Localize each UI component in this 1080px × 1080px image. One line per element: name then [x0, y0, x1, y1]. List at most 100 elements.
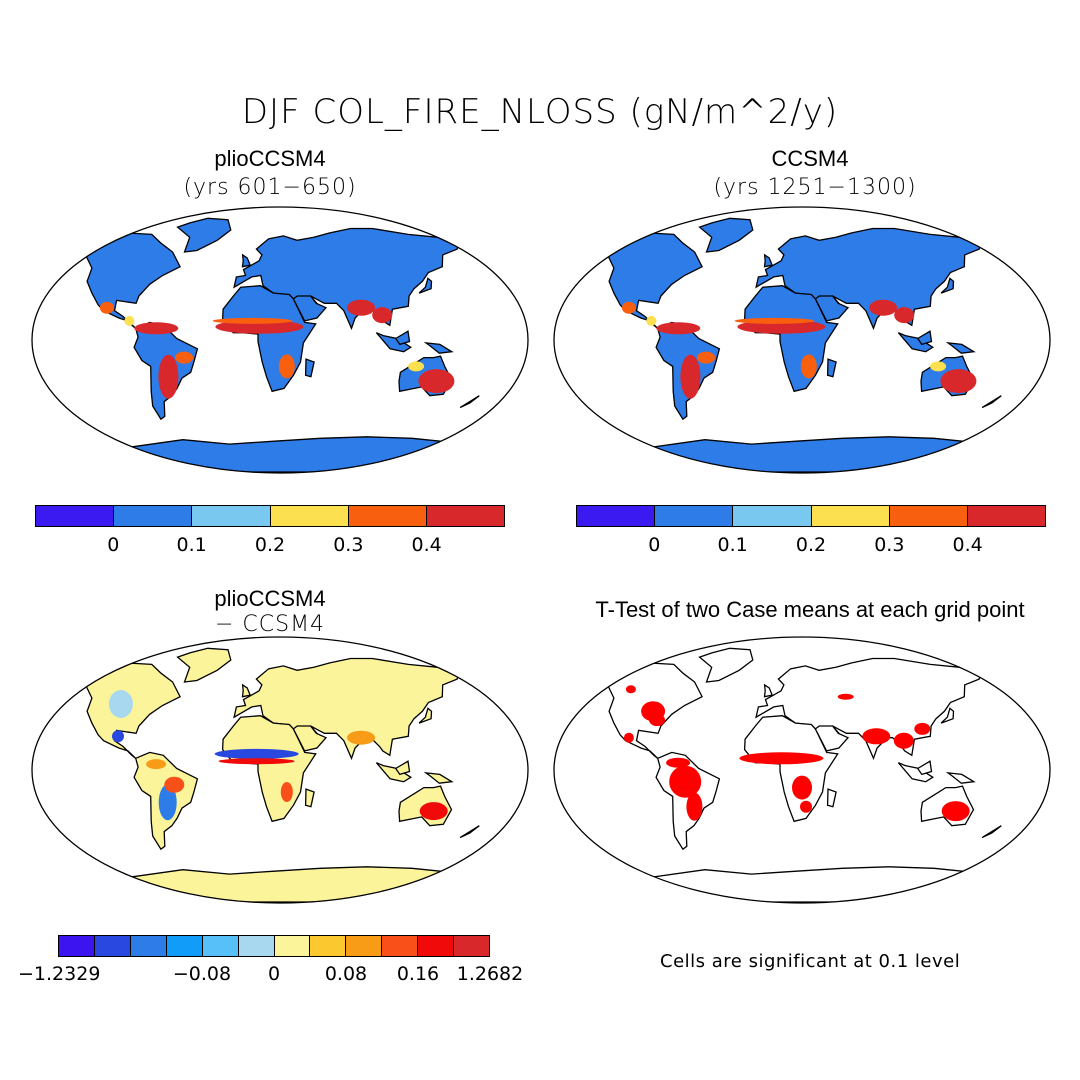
colorbar-segment: [94, 936, 131, 956]
continent-borneo: [394, 330, 411, 346]
central-america-fire: [124, 315, 135, 326]
continent-antarctica: [46, 866, 457, 903]
continent-namerica: [576, 662, 703, 759]
colorbar-ccsm4-ticks: 0 0.1 0.2 0.3 0.4: [576, 534, 1046, 558]
panel-3-title: plioCCSM4: [214, 586, 326, 611]
colorbar-segment: [310, 936, 347, 956]
map-ttest-significance: [553, 636, 1051, 904]
southern-africa-fire: [800, 354, 817, 379]
central-america-fire: [646, 315, 657, 326]
llanos-fire-band: [656, 322, 701, 335]
continent-japan: [940, 707, 955, 724]
colorbar-segment: [346, 936, 383, 956]
map-frame: [553, 636, 1051, 904]
southern-samerica-fire: [680, 354, 701, 399]
colorbar-tick-label: 0: [107, 534, 120, 556]
colorbar-tick-label: 0: [267, 963, 281, 985]
continent-indonesia: [897, 762, 935, 783]
continent-uk: [241, 253, 252, 268]
significant-region: [837, 693, 854, 700]
map-land-layer: [568, 217, 1002, 473]
continent-namerica: [54, 232, 181, 329]
continent-indonesia: [375, 762, 413, 783]
brazil-increase: [164, 776, 185, 793]
continent-japan: [418, 707, 433, 724]
continent-greenland: [698, 217, 754, 253]
continent-greenland: [176, 647, 232, 683]
sahel-fire-edge: [734, 317, 815, 324]
colorbar-tick-label: 0.3: [874, 534, 905, 556]
colorbar-segment: [348, 506, 427, 526]
sahel-fire-edge: [212, 317, 293, 324]
namerica-decrease: [108, 690, 133, 718]
map-land-layer: [46, 647, 480, 903]
colorbar-segment: [577, 506, 656, 526]
colorbar-plioccsm4-ticks: 0 0.1 0.2 0.3 0.4: [35, 534, 505, 558]
continent-madagascar: [826, 788, 837, 808]
southern-africa-increase: [280, 782, 293, 802]
significant-region: [649, 714, 666, 727]
colorbar-segment: [202, 936, 239, 956]
colorbar-segment: [36, 506, 115, 526]
continent-borneo: [916, 760, 933, 776]
significant-region: [800, 800, 812, 813]
colorbar-segment: [59, 936, 95, 956]
map-ccsm4: [553, 206, 1051, 474]
colorbar-tick-label: −1.2329: [18, 963, 101, 985]
north-australia-fire: [408, 361, 425, 372]
amazon-increase: [146, 759, 167, 770]
colorbar-segment: [733, 506, 812, 526]
brazil-fire: [175, 351, 194, 364]
map-land-layer: [568, 647, 1002, 903]
continent-arabia: [814, 725, 850, 752]
colorbar-segment: [418, 936, 455, 956]
continent-japan: [418, 277, 433, 294]
colorbar-tick-label: 0.4: [952, 534, 983, 556]
colorbar-tick-label: 1.2682: [456, 963, 524, 985]
continent-nz: [459, 825, 480, 839]
significant-region: [686, 792, 703, 821]
colorbar-tick-label: 0.3: [333, 534, 364, 556]
colorbar-segment: [192, 506, 271, 526]
mexico-decrease: [112, 730, 124, 743]
colorbar-segment: [166, 936, 203, 956]
significant-region: [893, 732, 914, 749]
continent-borneo: [394, 760, 411, 776]
colorbar-difference-ticks: −1.2329 −0.08 0 0.08 0.16 1.2682: [18, 963, 523, 987]
mexico-fire: [99, 301, 114, 314]
significant-region: [739, 752, 824, 765]
continent-newguinea: [423, 771, 454, 784]
south-asia-increase: [347, 730, 376, 745]
colorbar-tick-label: 0.08: [324, 963, 368, 985]
north-australia-fire: [930, 361, 947, 372]
continent-madagascar: [826, 358, 837, 378]
colorbar-segment: [270, 506, 349, 526]
colorbar-difference: [58, 935, 490, 957]
continent-madagascar: [304, 358, 315, 378]
continent-newguinea: [945, 771, 976, 784]
map-difference: [31, 636, 529, 904]
colorbar-ccsm4: [576, 505, 1046, 527]
continent-uk: [763, 683, 774, 698]
panel-2-title: CCSM4: [771, 146, 849, 171]
colorbar-segment: [382, 936, 419, 956]
colorbar-tick-label: 0.2: [795, 534, 827, 556]
samerica-decrease: [158, 784, 177, 821]
continent-antarctica: [568, 436, 979, 473]
continent-greenland: [698, 647, 754, 683]
significant-region: [669, 765, 702, 798]
colorbar-segment: [426, 506, 505, 526]
continent-arabia: [814, 295, 850, 322]
continent-borneo: [916, 330, 933, 346]
significant-region: [625, 685, 636, 694]
colorbar-tick-label: 0: [648, 534, 661, 556]
continent-arabia: [292, 725, 328, 752]
colorbar-segment: [274, 936, 311, 956]
southern-africa-fire: [278, 354, 295, 379]
continent-nz: [981, 395, 1002, 409]
continent-indonesia: [897, 332, 935, 353]
continent-newguinea: [423, 341, 454, 354]
colorbar-segment: [967, 506, 1046, 526]
significant-region: [792, 775, 812, 800]
south-asia-fire: [869, 299, 898, 316]
